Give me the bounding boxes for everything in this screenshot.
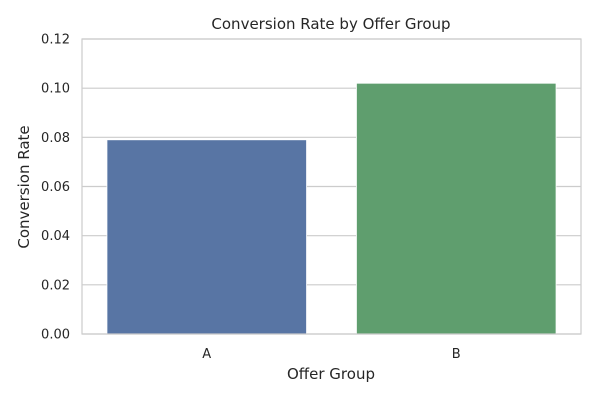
x-tick-label: A [202, 347, 211, 362]
x-tick-label: B [452, 347, 461, 362]
y-tick-label: 0.04 [41, 229, 70, 244]
x-axis-label: Offer Group [287, 365, 375, 383]
y-tick-label: 0.08 [41, 131, 70, 146]
y-tick-labels: 0.00 0.02 0.04 0.06 0.08 0.10 0.12 [41, 33, 70, 343]
plot-frame [81, 38, 582, 335]
y-tick-label: 0.02 [41, 278, 70, 293]
bar-a [106, 139, 307, 335]
y-axis-label: Conversion Rate [15, 125, 33, 248]
chart-title: Conversion Rate by Offer Group [211, 15, 450, 33]
y-tick-label: 0.06 [41, 180, 70, 195]
bar-b [356, 82, 557, 335]
bars [106, 82, 557, 335]
y-tick-label: 0.12 [41, 33, 70, 48]
y-tick-label: 0.10 [41, 82, 70, 97]
y-tick-label: 0.00 [41, 328, 70, 343]
